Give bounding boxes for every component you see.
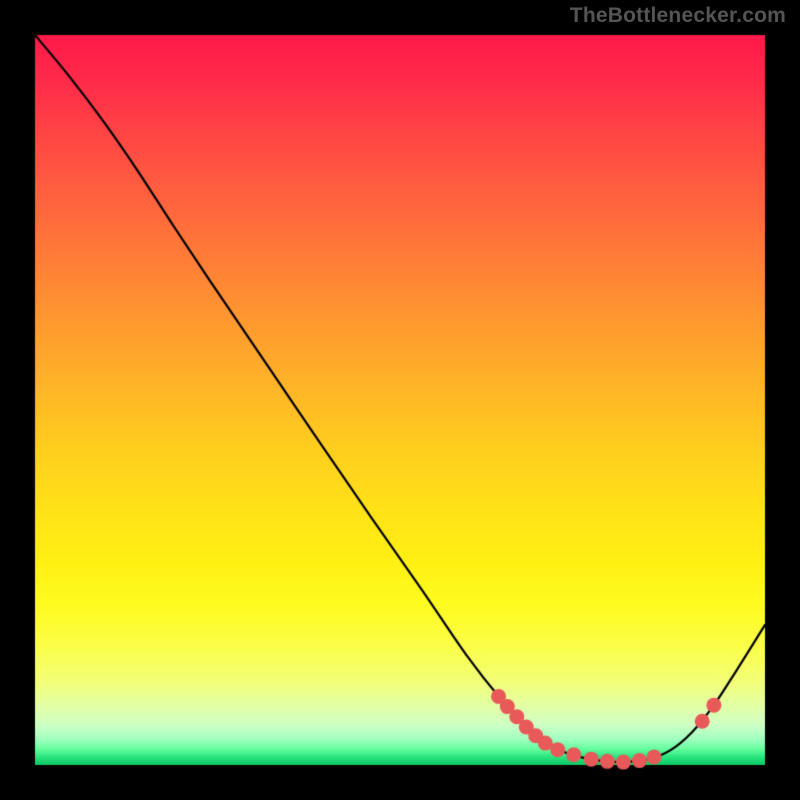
chart-container: TheBottlenecker.com: [0, 0, 800, 800]
watermark-text: TheBottlenecker.com: [570, 4, 786, 28]
bottleneck-chart-canvas: [0, 0, 800, 800]
